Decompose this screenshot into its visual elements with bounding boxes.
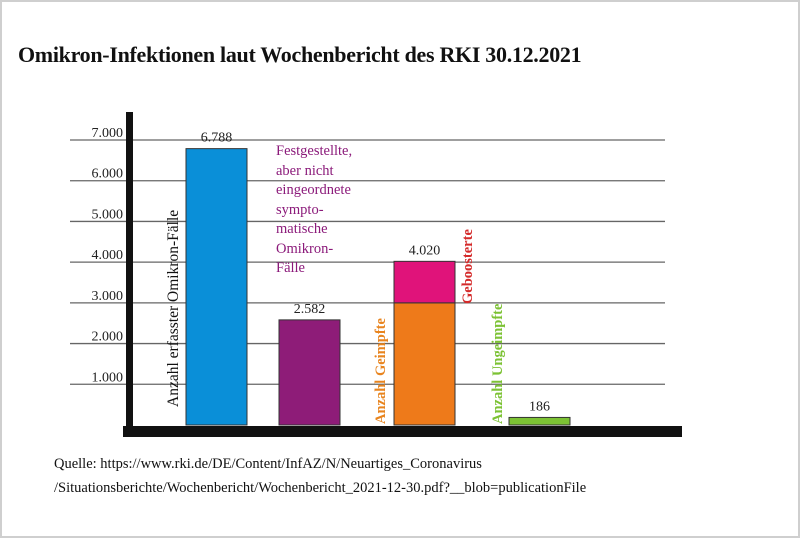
y-tick-label: 5.000	[92, 207, 124, 222]
annotation-line: Omikron-	[276, 240, 334, 257]
bar-segment	[393, 302, 456, 426]
y-tick-label: 4.000	[92, 248, 124, 263]
bar-value-label: 6.788	[201, 131, 233, 146]
y-tick-label: 6.000	[92, 167, 124, 182]
bar-label: Anzahl Ungeimpfte	[490, 303, 506, 424]
annotation-line: matische	[276, 221, 328, 237]
bar	[508, 416, 571, 426]
bar-value-label: 2.582	[294, 302, 326, 317]
y-tick-label: 3.000	[92, 289, 124, 304]
bar-label: Anzahl Geimpfte	[373, 318, 389, 424]
bar	[278, 319, 341, 426]
annotation-line: aber nicht	[276, 162, 334, 179]
purple-bar-annotation: Festgestellte, aber nicht eingeordnete s…	[276, 142, 352, 279]
bar-value-label: 186	[529, 399, 550, 414]
annotation-line: Fälle	[276, 260, 305, 276]
bar-value-label: 4.020	[409, 243, 441, 258]
chart-title: Omikron-Infektionen laut Wochenbericht d…	[18, 42, 582, 67]
y-tick-label: 1.000	[92, 370, 124, 385]
annotation-line: sympto-	[276, 201, 324, 218]
annotation-line: eingeordnete	[276, 182, 351, 198]
y-tick-label: 2.000	[92, 330, 124, 345]
annotation-line: Festgestellte,	[276, 143, 353, 159]
bar-segment	[393, 260, 456, 304]
x-axis	[123, 426, 682, 437]
source-line-1: Quelle: https://www.rki.de/DE/Content/In…	[54, 456, 482, 472]
segment-label: Geboosterte	[460, 229, 476, 304]
y-axis	[126, 112, 133, 437]
bar-label: Anzahl erfasster Omikron-Fälle	[165, 210, 182, 407]
bar	[185, 148, 248, 426]
y-tick-label: 7.000	[92, 126, 124, 141]
source-line-2: /Situationsberichte/Wochenbericht/Wochen…	[54, 480, 587, 496]
